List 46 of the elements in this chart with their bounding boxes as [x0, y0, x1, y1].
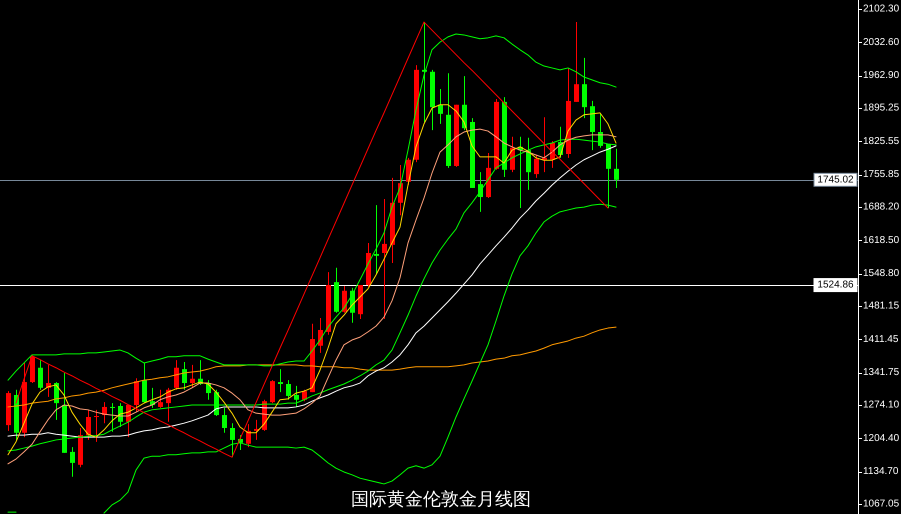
- candlestick: [174, 360, 179, 390]
- candlestick: [86, 409, 91, 440]
- y-tick-label: 1962.90: [863, 70, 900, 82]
- candlestick: [38, 360, 43, 390]
- y-tick-label: 2032.60: [863, 36, 900, 48]
- y-tick-label: 1618.50: [863, 234, 900, 246]
- candlestick: [230, 422, 235, 458]
- y-tick-label: 2102.30: [863, 3, 900, 14]
- line-series: [16, 22, 608, 458]
- y-tick-label: 1274.10: [863, 399, 900, 410]
- candlestick: [614, 148, 619, 188]
- ref-line-label: 1745.02: [817, 174, 854, 186]
- y-tick-label: 1067.05: [863, 498, 900, 510]
- candlestick: [278, 368, 283, 393]
- y-tick-label: 1755.85: [863, 169, 900, 180]
- candlestick: [582, 57, 587, 119]
- candlestick: [398, 164, 403, 216]
- candlestick: [438, 88, 443, 124]
- candlestick: [574, 22, 579, 102]
- y-tick-label: 1825.55: [863, 136, 900, 147]
- candlestick: [110, 402, 115, 432]
- candlestick: [246, 424, 251, 448]
- candlestick: [94, 409, 99, 442]
- candlestick: [374, 204, 379, 275]
- candlestick: [70, 446, 75, 478]
- candlestick: [382, 198, 387, 320]
- candlestick: [182, 362, 187, 390]
- y-tick-label: 1204.40: [863, 432, 900, 444]
- candlestick: [294, 385, 299, 408]
- ref-line-label: 1524.86: [817, 280, 854, 291]
- y-tick-label: 1134.70: [863, 466, 899, 478]
- candlestick: [190, 364, 195, 388]
- y-tick-label: 1688.20: [863, 201, 900, 212]
- y-tick-label: 1411.45: [863, 334, 899, 345]
- y-tick-label: 1481.15: [863, 300, 900, 312]
- y-tick-label: 1895.25: [863, 102, 900, 114]
- candlestick: [270, 380, 275, 404]
- candlestick: [222, 407, 227, 434]
- y-tick-label: 1341.75: [863, 367, 900, 378]
- candlestick: [534, 154, 539, 178]
- candlestick: [158, 389, 163, 408]
- candlestick: [134, 378, 139, 413]
- candlestick: [286, 380, 291, 400]
- candlestick: [342, 285, 347, 314]
- y-tick-label: 1548.80: [863, 268, 900, 280]
- text: 国际黄金伦敦金月线图: [351, 489, 532, 510]
